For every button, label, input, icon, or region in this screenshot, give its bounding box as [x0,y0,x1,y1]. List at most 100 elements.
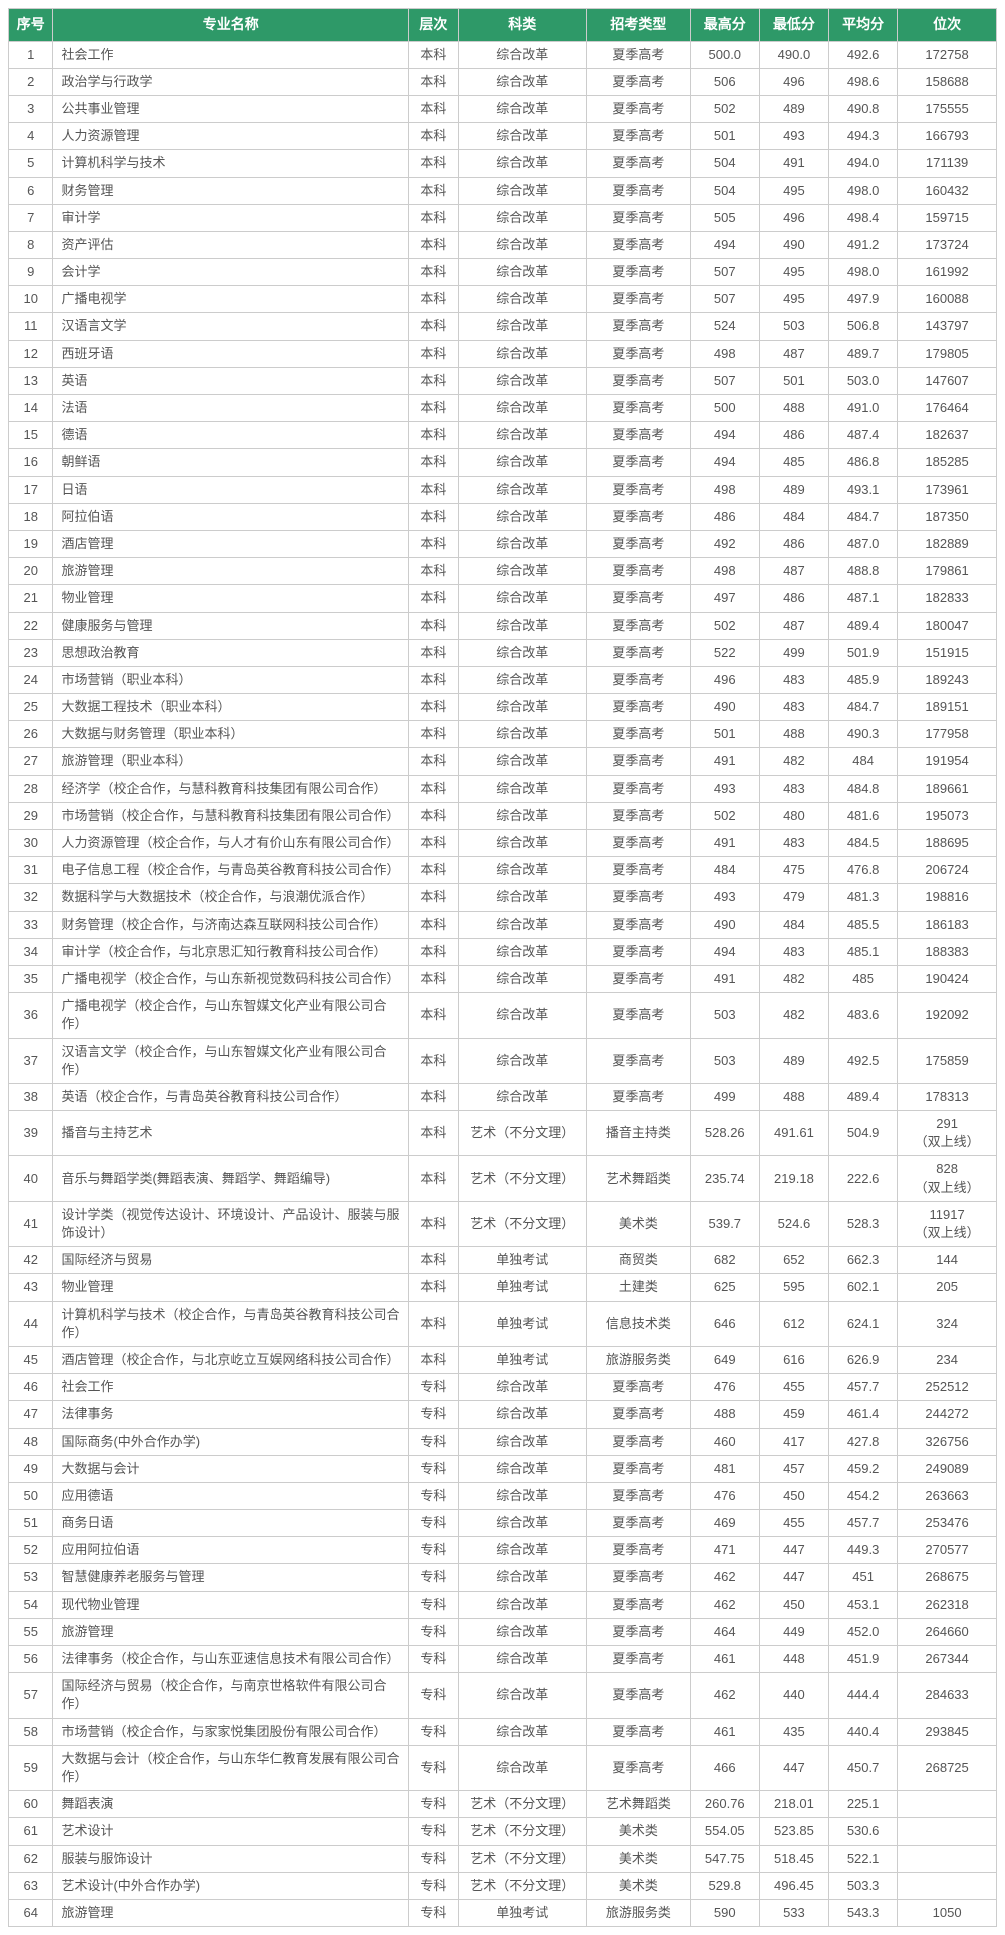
cell: 462 [690,1673,759,1718]
cell: 54 [9,1591,53,1618]
cell: 夏季高考 [586,259,690,286]
cell: 172758 [898,41,997,68]
cell-major: 旅游管理 [53,558,409,585]
cell: 205 [898,1274,997,1301]
cell: 284633 [898,1673,997,1718]
cell: 455 [759,1510,828,1537]
cell: 夏季高考 [586,721,690,748]
cell: 16 [9,449,53,476]
cell: 单独考试 [458,1247,586,1274]
table-row: 2政治学与行政学本科综合改革夏季高考506496498.6158688 [9,68,997,95]
cell: 夏季高考 [586,694,690,721]
cell: 494 [690,449,759,476]
cell: 461 [690,1646,759,1673]
cell: 486 [690,503,759,530]
cell: 综合改革 [458,1673,586,1718]
cell: 495 [759,286,828,313]
cell: 本科 [409,395,458,422]
cell: 435 [759,1718,828,1745]
cell: 501 [690,123,759,150]
cell: 449.3 [829,1537,898,1564]
cell: 本科 [409,530,458,557]
table-row: 50应用德语专科综合改革夏季高考476450454.2263663 [9,1482,997,1509]
cell: 493 [690,884,759,911]
cell: 190424 [898,965,997,992]
cell: 489 [759,1038,828,1083]
cell: 夏季高考 [586,965,690,992]
cell: 综合改革 [458,884,586,911]
cell: 夏季高考 [586,1510,690,1537]
cell: 260.76 [690,1791,759,1818]
cell-major: 电子信息工程（校企合作，与青岛英谷教育科技公司合作） [53,857,409,884]
cell: 498.0 [829,259,898,286]
cell: 综合改革 [458,938,586,965]
cell: 484 [690,857,759,884]
cell: 453.1 [829,1591,898,1618]
cell-major: 市场营销（校企合作，与慧科教育科技集团有限公司合作） [53,802,409,829]
cell: 484 [759,503,828,530]
cell: 469 [690,1510,759,1537]
cell: 本科 [409,721,458,748]
cell-major: 国际经济与贸易（校企合作，与南京世格软件有限公司合作） [53,1673,409,1718]
cell: 502 [690,802,759,829]
cell: 专科 [409,1510,458,1537]
cell: 本科 [409,965,458,992]
cell: 26 [9,721,53,748]
cell: 482 [759,965,828,992]
cell: 本科 [409,422,458,449]
cell: 529.8 [690,1872,759,1899]
table-row: 5计算机科学与技术本科综合改革夏季高考504491494.0171139 [9,150,997,177]
cell: 综合改革 [458,1374,586,1401]
cell: 543.3 [829,1899,898,1926]
cell-major: 服装与服饰设计 [53,1845,409,1872]
cell-major: 英语 [53,367,409,394]
cell: 艺术（不分文理） [458,1818,586,1845]
table-row: 58市场营销（校企合作，与家家悦集团股份有限公司合作）专科综合改革夏季高考461… [9,1718,997,1745]
table-row: 6财务管理本科综合改革夏季高考504495498.0160432 [9,177,997,204]
cell: 专科 [409,1899,458,1926]
table-row: 26大数据与财务管理（职业本科）本科综合改革夏季高考501488490.3177… [9,721,997,748]
cell: 播音主持类 [586,1111,690,1156]
cell: 503 [690,993,759,1038]
table-row: 7审计学本科综合改革夏季高考505496498.4159715 [9,204,997,231]
cell: 522.1 [829,1845,898,1872]
cell: 450.7 [829,1745,898,1790]
table-row: 28经济学（校企合作，与慧科教育科技集团有限公司合作）本科综合改革夏季高考493… [9,775,997,802]
cell: 484.7 [829,694,898,721]
table-body: 1社会工作本科综合改革夏季高考500.0490.0492.61727582政治学… [9,41,997,1927]
cell: 173961 [898,476,997,503]
table-row: 57国际经济与贸易（校企合作，与南京世格软件有限公司合作）专科综合改革夏季高考4… [9,1673,997,1718]
col-min: 最低分 [759,9,828,42]
cell: 28 [9,775,53,802]
cell: 481.6 [829,802,898,829]
cell: 单独考试 [458,1301,586,1346]
cell: 夏季高考 [586,1718,690,1745]
cell: 235.74 [690,1156,759,1201]
cell: 30 [9,830,53,857]
cell: 29 [9,802,53,829]
cell: 53 [9,1564,53,1591]
cell: 454.2 [829,1482,898,1509]
cell: 185285 [898,449,997,476]
cell: 夏季高考 [586,993,690,1038]
cell: 本科 [409,1083,458,1110]
cell: 533 [759,1899,828,1926]
cell: 449 [759,1618,828,1645]
cell-major: 旅游管理 [53,1899,409,1926]
cell: 495 [759,259,828,286]
table-row: 20旅游管理本科综合改革夏季高考498487488.8179861 [9,558,997,585]
cell: 490.0 [759,41,828,68]
cell: 484.5 [829,830,898,857]
cell: 234 [898,1346,997,1373]
cell: 484.7 [829,503,898,530]
cell: 35 [9,965,53,992]
cell: 291（双上线） [898,1111,997,1156]
cell: 夏季高考 [586,1083,690,1110]
table-header: 序号 专业名称 层次 科类 招考类型 最高分 最低分 平均分 位次 [9,9,997,42]
cell: 专科 [409,1673,458,1718]
cell: 262318 [898,1591,997,1618]
cell: 518.45 [759,1845,828,1872]
cell: 159715 [898,204,997,231]
cell: 美术类 [586,1201,690,1246]
table-row: 49大数据与会计专科综合改革夏季高考481457459.2249089 [9,1455,997,1482]
